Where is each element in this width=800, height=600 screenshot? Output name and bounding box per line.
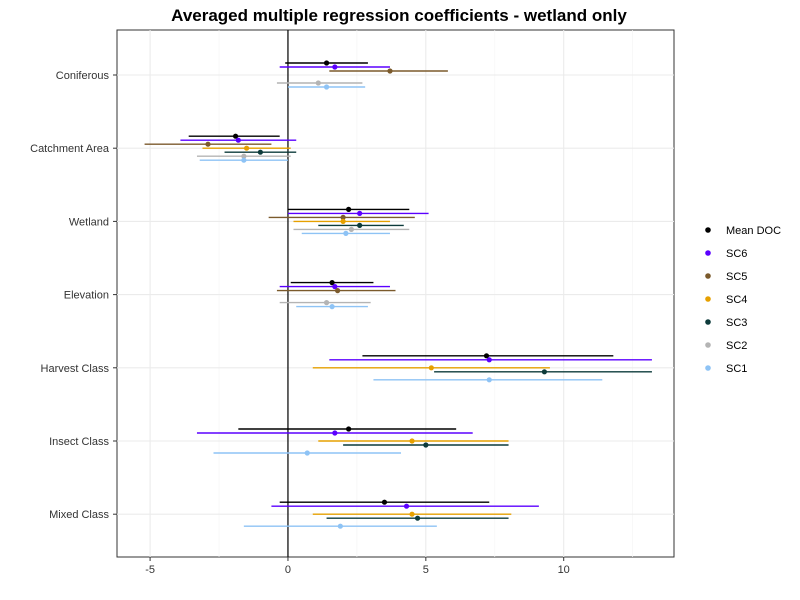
point-estimate <box>304 450 310 456</box>
legend-label: SC3 <box>726 317 747 329</box>
series-sc5 <box>144 68 448 294</box>
point-estimate <box>340 218 346 224</box>
series-layer <box>144 60 652 529</box>
y-tick-label: Coniferous <box>56 70 110 82</box>
point-estimate <box>329 280 335 286</box>
series-sc2 <box>196 80 410 306</box>
point-estimate <box>541 369 548 375</box>
legend-key <box>705 227 711 233</box>
y-tick-label: Mixed Class <box>49 509 109 521</box>
y-tick-label: Insect Class <box>49 436 109 448</box>
series-sc6 <box>180 64 652 509</box>
point-estimate <box>323 84 330 90</box>
point-estimate <box>323 300 330 306</box>
point-estimate <box>414 515 421 521</box>
legend-label: SC4 <box>726 294 747 306</box>
point-estimate <box>409 511 415 517</box>
point-estimate <box>205 141 211 147</box>
legend-key <box>705 273 711 279</box>
legend-label: SC2 <box>726 340 747 352</box>
point-estimate <box>423 442 429 448</box>
point-estimate <box>381 499 388 505</box>
point-estimate <box>337 523 343 529</box>
series-sc1 <box>199 84 603 529</box>
series-sc3 <box>224 149 652 521</box>
chart-title: Averaged multiple regression coefficient… <box>171 6 627 25</box>
axes: -5 0 5 10 Coniferous Catchment Area Wetland Ele… <box>30 30 570 576</box>
legend-key <box>705 319 711 325</box>
y-tick-label: Catchment Area <box>30 143 110 155</box>
point-estimate <box>346 206 352 212</box>
point-estimate <box>340 214 346 220</box>
point-estimate <box>357 210 363 216</box>
y-tick-label: Wetland <box>69 216 109 228</box>
point-estimate <box>357 222 363 228</box>
point-estimate <box>403 503 410 509</box>
legend: Mean DOC SC6 SC5 SC4 SC3 SC2 SC1 <box>705 225 781 375</box>
legend-key <box>705 250 711 256</box>
legend-label: SC6 <box>726 248 747 260</box>
x-tick-label: 0 <box>285 564 291 576</box>
point-estimate <box>323 60 330 66</box>
point-estimate <box>348 226 354 232</box>
point-estimate <box>332 284 338 290</box>
point-estimate <box>483 353 490 359</box>
point-estimate <box>232 133 239 139</box>
legend-key <box>705 342 711 348</box>
y-tick-label: Harvest Class <box>41 363 110 375</box>
legend-label: Mean DOC <box>726 225 781 237</box>
plot-panel <box>116 29 675 558</box>
legend-key <box>705 296 711 302</box>
legend-label: SC1 <box>726 363 747 375</box>
point-estimate <box>334 288 341 294</box>
point-estimate <box>332 430 338 436</box>
y-tick-label: Elevation <box>64 290 109 302</box>
series-sc4 <box>202 145 550 517</box>
series-mean-doc <box>188 60 614 505</box>
point-estimate <box>409 438 415 444</box>
x-tick-label: -5 <box>145 564 155 576</box>
point-estimate <box>257 149 263 155</box>
point-estimate <box>387 68 393 74</box>
legend-key <box>705 365 711 371</box>
point-estimate <box>235 137 241 143</box>
point-estimate <box>346 426 352 432</box>
point-estimate <box>343 230 349 236</box>
point-estimate <box>241 157 247 163</box>
point-estimate <box>315 80 321 86</box>
point-estimate <box>241 153 247 159</box>
point-estimate <box>329 304 335 310</box>
point-estimate <box>486 357 492 363</box>
legend-label: SC5 <box>726 271 747 283</box>
point-estimate <box>243 145 250 151</box>
point-estimate <box>428 365 434 371</box>
x-tick-label: 10 <box>558 564 570 576</box>
point-estimate <box>332 64 338 70</box>
point-estimate <box>486 377 492 383</box>
x-tick-label: 5 <box>423 564 429 576</box>
